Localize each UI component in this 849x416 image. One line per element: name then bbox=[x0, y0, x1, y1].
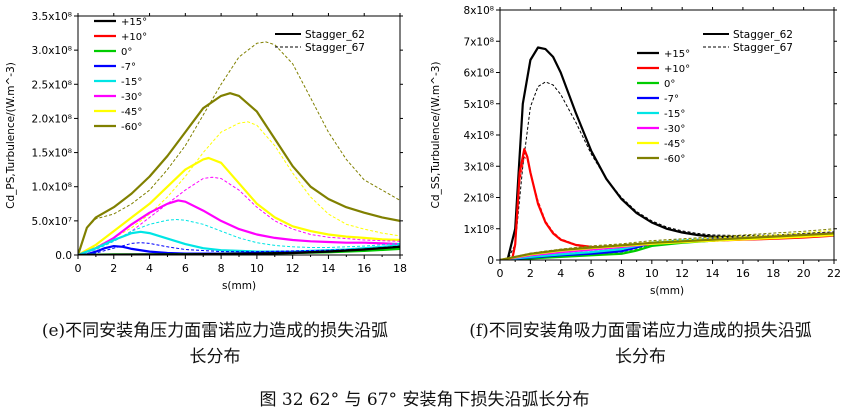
legend-label: -45° bbox=[121, 107, 142, 118]
legend-label: -7° bbox=[664, 94, 679, 105]
x-tick-label: 22 bbox=[827, 267, 841, 280]
x-tick-label: 2 bbox=[527, 267, 534, 280]
y-tick-label: 6x10⁸ bbox=[464, 68, 494, 80]
series-line bbox=[78, 92, 400, 255]
y-tick-label: 3.5x10⁸ bbox=[32, 11, 72, 23]
series-line bbox=[78, 156, 400, 255]
series-line bbox=[500, 232, 834, 260]
x-tick-label: 12 bbox=[675, 267, 689, 280]
y-tick-label: 1x10⁸ bbox=[464, 224, 494, 236]
y-tick-label: 4x10⁸ bbox=[464, 130, 494, 142]
x-tick-label: 12 bbox=[286, 262, 300, 275]
x-tick-label: 4 bbox=[557, 267, 564, 280]
legend-label: +10° bbox=[664, 64, 690, 75]
y-tick-label: 7x10⁸ bbox=[464, 36, 494, 48]
legend-label: -45° bbox=[664, 139, 685, 150]
style-legend-label: Stagger_67 bbox=[305, 42, 365, 54]
legend-label: -15° bbox=[121, 77, 142, 88]
legend-label: +15° bbox=[664, 49, 690, 60]
figure-caption: 图 32 62° 与 67° 安装角下损失沿弧长分布 bbox=[259, 390, 590, 410]
series-line bbox=[78, 121, 400, 255]
legend-label: -60° bbox=[664, 154, 685, 165]
y-tick-label: 1.0x10⁸ bbox=[32, 182, 72, 194]
x-tick-label: 8 bbox=[218, 262, 225, 275]
series-line bbox=[500, 232, 834, 260]
y-tick-label: 0 bbox=[487, 255, 494, 267]
series-line bbox=[500, 81, 834, 260]
chart-panel-f: 0 2 4 6 8 10 12 14 16 18 20 22 0 1x10⁸ 2x10⁸ 3x10⁸ 4x10⁸… bbox=[425, 0, 849, 300]
legend-label: -60° bbox=[121, 122, 142, 133]
x-tick-label: 16 bbox=[736, 267, 750, 280]
series-line bbox=[78, 176, 400, 255]
caption-e-line2: 长分布 bbox=[189, 347, 241, 367]
series-line bbox=[78, 245, 400, 255]
legend-label: -15° bbox=[664, 109, 685, 120]
legend-label: 0° bbox=[121, 47, 132, 58]
caption-e-line1: (e)不同安装角压力面雷诺应力造成的损失沿弧 bbox=[41, 321, 389, 341]
x-tick-label: 18 bbox=[393, 262, 407, 275]
x-tick-label: 18 bbox=[766, 267, 780, 280]
y-tick-label: 8x10⁸ bbox=[464, 5, 494, 17]
y-tick-label: 5.0x10⁷ bbox=[32, 216, 72, 228]
series-line bbox=[78, 219, 400, 255]
legend-label: +10° bbox=[121, 32, 147, 43]
y-tick-label: 5x10⁸ bbox=[464, 99, 494, 111]
caption-e: (e)不同安装角压力面雷诺应力造成的损失沿弧 长分布 bbox=[0, 318, 430, 370]
y-tick-label: 3x10⁸ bbox=[464, 161, 494, 173]
legend-label: -7° bbox=[121, 62, 136, 73]
x-axis-label: s(mm) bbox=[222, 280, 256, 292]
x-tick-label: 20 bbox=[797, 267, 811, 280]
legend-label: 0° bbox=[664, 79, 675, 90]
x-tick-label: 2 bbox=[110, 262, 117, 275]
series-line bbox=[500, 228, 834, 260]
series-line bbox=[500, 46, 834, 260]
y-axis-label: Cd_SS,Turbulence/(W.m^-3) bbox=[430, 61, 442, 208]
chart-panel-e: 0 2 4 6 8 10 12 14 16 18 0.0 5.0x10⁷ 1.0x10⁸ 1.5x10⁸ 2… bbox=[0, 0, 420, 300]
series-line bbox=[78, 41, 400, 255]
plot-area bbox=[500, 46, 834, 260]
legend-label: -30° bbox=[121, 92, 142, 103]
y-tick-label: 2.0x10⁸ bbox=[32, 113, 72, 125]
y-tick-label: 3.0x10⁸ bbox=[32, 45, 72, 57]
x-tick-label: 0 bbox=[497, 267, 504, 280]
chart-e-svg: 0 2 4 6 8 10 12 14 16 18 0.0 5.0x10⁷ 1.0x10⁸ 1.5x10⁸ 2… bbox=[5, 11, 407, 292]
x-tick-label: 6 bbox=[182, 262, 189, 275]
x-tick-label: 14 bbox=[706, 267, 720, 280]
plot-area bbox=[78, 41, 400, 255]
series-line bbox=[78, 242, 400, 255]
y-tick-label: 0.0 bbox=[55, 250, 72, 262]
style-legend-label: Stagger_62 bbox=[305, 29, 365, 41]
chart-f-svg: 0 2 4 6 8 10 12 14 16 18 20 22 0 1x10⁸ 2x10⁸ 3x10⁸ 4x10⁸… bbox=[430, 5, 841, 297]
caption-f-line2: 长分布 bbox=[615, 347, 666, 367]
x-tick-label: 10 bbox=[250, 262, 264, 275]
legend-label: +15° bbox=[121, 17, 147, 28]
x-tick-label: 8 bbox=[618, 267, 625, 280]
style-legend-label: Stagger_62 bbox=[733, 29, 793, 41]
style-legend-label: Stagger_67 bbox=[733, 42, 793, 54]
x-tick-label: 0 bbox=[75, 262, 82, 275]
legend-label: -30° bbox=[664, 124, 685, 135]
x-tick-label: 16 bbox=[357, 262, 371, 275]
y-tick-label: 2.5x10⁸ bbox=[32, 79, 72, 91]
x-tick-label: 10 bbox=[645, 267, 659, 280]
y-tick-label: 2x10⁸ bbox=[464, 193, 494, 205]
x-axis-label: s(mm) bbox=[650, 285, 684, 297]
caption-f: (f)不同安装角吸力面雷诺应力造成的损失沿弧 长分布 bbox=[432, 318, 849, 370]
x-tick-label: 4 bbox=[146, 262, 153, 275]
y-axis-label: Cd_PS,Turbulence/(W.m^-3) bbox=[5, 62, 17, 209]
caption-f-line1: (f)不同安装角吸力面雷诺应力造成的损失沿弧 bbox=[469, 321, 812, 341]
series-line bbox=[78, 199, 400, 255]
x-tick-label: 6 bbox=[588, 267, 595, 280]
y-tick-label: 1.5x10⁸ bbox=[32, 148, 72, 160]
x-tick-label: 14 bbox=[321, 262, 335, 275]
